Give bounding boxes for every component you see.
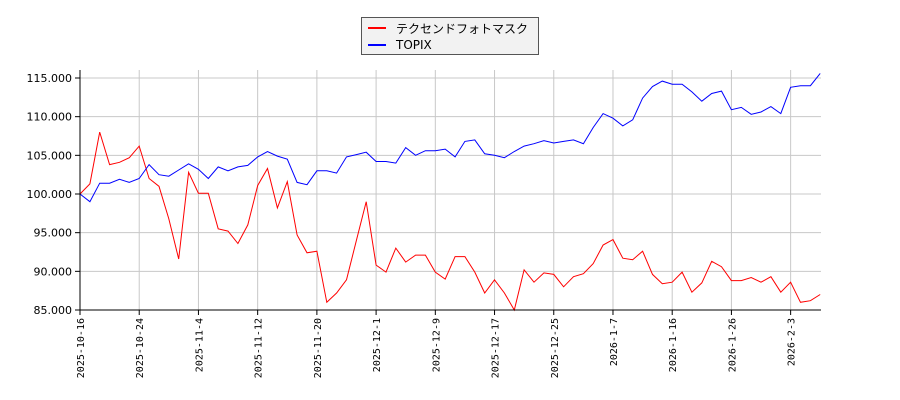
- y-tick-label: 105.000: [27, 149, 73, 162]
- legend-swatch-red: [368, 27, 386, 29]
- series-line: [79, 131, 821, 312]
- legend-label: テクセンドフォトマスク: [396, 21, 529, 36]
- y-tick-label: 95.000: [34, 227, 73, 240]
- y-tick-label: 85.000: [34, 304, 73, 317]
- legend-label: TOPIX: [396, 38, 432, 52]
- x-tick-label: 2025-12-9: [431, 318, 442, 372]
- x-tick-label: 2026-2-3: [787, 318, 798, 366]
- x-tick-label: 2025-12-25: [550, 318, 561, 378]
- legend-item-techcend: テクセンドフォトマスク: [368, 20, 528, 36]
- x-tick-label: 2025-12-1: [372, 318, 383, 372]
- y-tick-label: 115.000: [27, 72, 73, 85]
- legend-item-topix: TOPIX: [368, 37, 432, 53]
- axes: [79, 70, 821, 311]
- y-tick-label: 100.000: [27, 188, 73, 201]
- x-tick-label: 2025-10-24: [135, 318, 146, 378]
- grid-lines: [79, 70, 821, 311]
- x-tick-label: 2025-11-12: [254, 318, 265, 378]
- x-tick-label: 2026-1-16: [668, 318, 679, 372]
- legend-swatch-blue: [368, 44, 386, 46]
- x-tick-label: 2026-1-7: [609, 318, 620, 366]
- series-lines: [79, 73, 821, 312]
- x-axis-ticks: 2025-10-16 2025-10-24 2025-11-4 2025-11-12 2…: [76, 310, 798, 378]
- x-tick-label: 2025-11-20: [313, 318, 324, 378]
- y-tick-label: 110.000: [27, 111, 73, 124]
- x-tick-label: 2025-12-17: [491, 318, 502, 378]
- y-tick-label: 90.000: [34, 265, 73, 278]
- series-line: [79, 73, 821, 203]
- x-tick-label: 2025-11-4: [194, 318, 205, 372]
- x-tick-label: 2026-1-26: [727, 318, 738, 372]
- x-tick-label: 2025-10-16: [76, 318, 87, 378]
- legend: テクセンドフォトマスク TOPIX: [361, 17, 539, 55]
- y-axis-ticks: 85.000 90.000 95.000 100.000 105.000 110.000 1…: [27, 72, 80, 317]
